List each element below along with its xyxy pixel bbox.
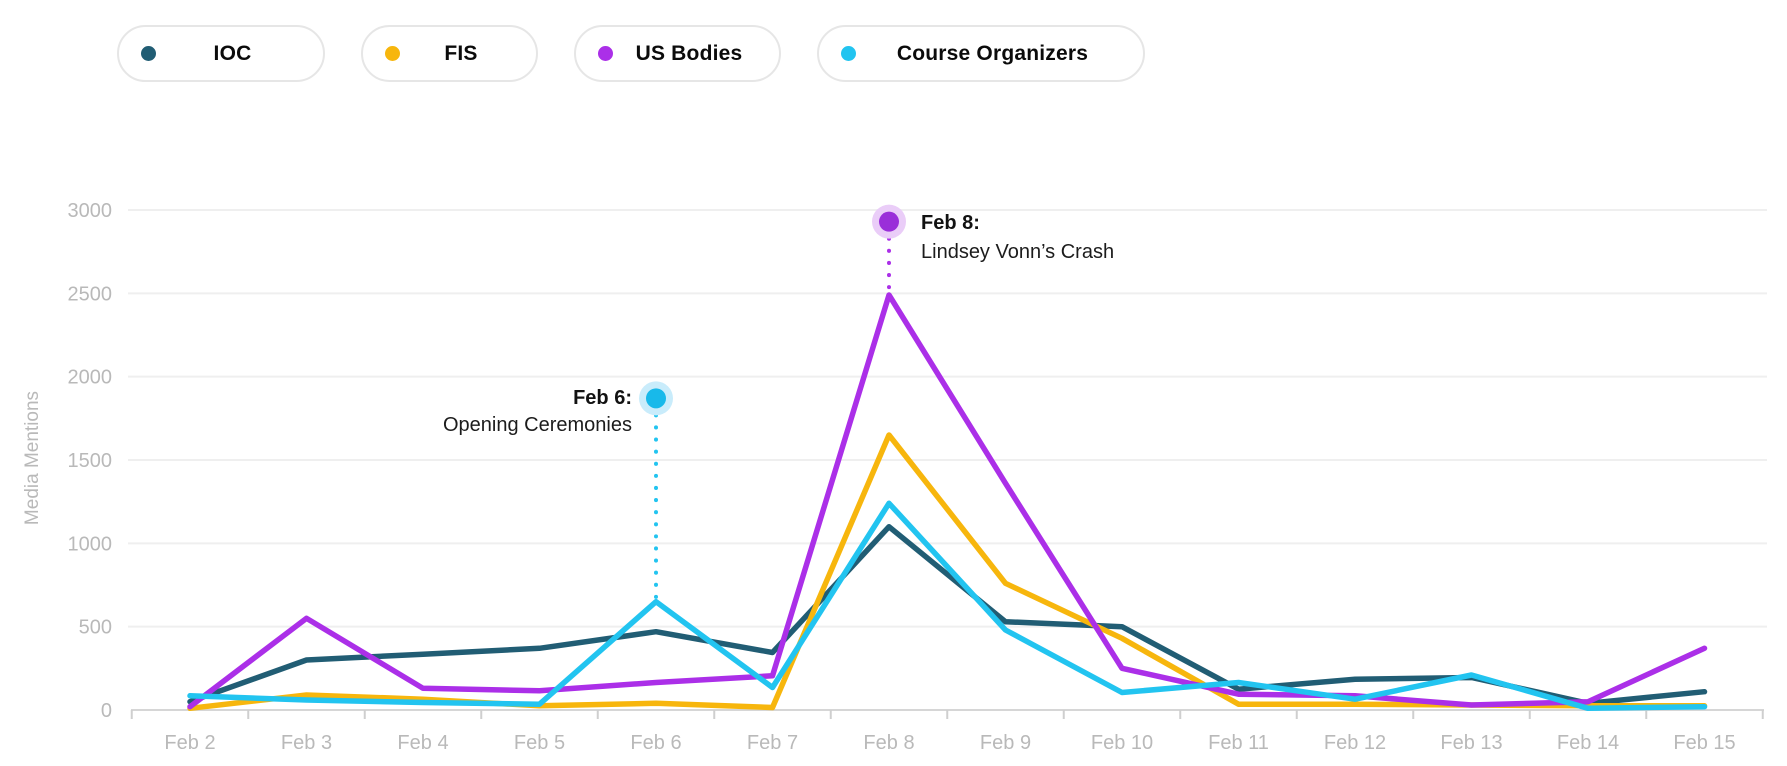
- x-tick-label: Feb 5: [514, 732, 565, 754]
- legend-dot-ioc-icon: [141, 46, 156, 61]
- annotation-text-label: Opening Ceremonies: [443, 414, 632, 436]
- y-tick-label: 500: [79, 617, 112, 639]
- annotation-dot: [646, 388, 666, 409]
- x-tick-label: Feb 8: [863, 732, 914, 754]
- legend-label-course-organizers: Course Organizers: [896, 41, 1089, 65]
- series-line-course-organizers: [187, 500, 1708, 712]
- series-line-us-bodies: [187, 292, 1708, 710]
- x-axis-tick-labels: Feb 2 Feb 3 Feb 4 Feb 5 Feb 6 Feb 7 Feb 8 Feb 9…: [164, 732, 1735, 754]
- legend-label-fis: FIS: [444, 41, 478, 65]
- x-tick-label: Feb 15: [1673, 732, 1735, 754]
- x-tick-label: Feb 14: [1557, 732, 1619, 754]
- series-lines: [187, 292, 1708, 712]
- annotation-dot: [879, 211, 899, 232]
- x-tick-label: Feb 6: [630, 732, 681, 754]
- y-tick-label: 0: [101, 700, 112, 722]
- y-tick-label: 1500: [68, 450, 113, 472]
- y-tick-label: 2500: [68, 283, 113, 305]
- annotation-date-label: Feb 8:: [921, 212, 980, 234]
- y-tick-label: 1000: [68, 533, 113, 555]
- legend-pill-course-organizers[interactable]: Course Organizers: [817, 25, 1145, 82]
- x-tick-label: Feb 11: [1208, 732, 1269, 754]
- gridlines: [128, 209, 1767, 628]
- legend-dot-fis-icon: [385, 46, 400, 61]
- x-tick-label: Feb 3: [281, 732, 332, 754]
- y-tick-label: 2000: [68, 367, 113, 389]
- legend-dot-us-bodies-icon: [598, 46, 613, 61]
- annotation-feb-6: Feb 6: Opening Ceremonies: [443, 381, 673, 602]
- y-axis-tick-labels: 0 500 1000 1500 2000 2500 3000: [68, 200, 113, 722]
- x-tick-label: Feb 4: [397, 732, 448, 754]
- legend-label-ioc: IOC: [213, 41, 252, 65]
- x-tick-label: Feb 9: [980, 732, 1031, 754]
- legend-pill-ioc[interactable]: IOC: [117, 25, 325, 82]
- legend-label-us-bodies: US Bodies: [635, 41, 743, 65]
- legend-dot-course-organizers-icon: [841, 46, 856, 61]
- x-tick-label: Feb 2: [164, 732, 215, 754]
- annotation-date-label: Feb 6:: [573, 387, 632, 409]
- x-axis: [130, 709, 1764, 719]
- legend-pill-fis[interactable]: FIS: [361, 25, 538, 82]
- y-tick-label: 3000: [68, 200, 113, 222]
- legend: IOC FIS US Bodies Course Organizers: [117, 25, 1145, 82]
- legend-pill-us-bodies[interactable]: US Bodies: [574, 25, 781, 82]
- x-tick-label: Feb 7: [747, 732, 798, 754]
- x-tick-label: Feb 10: [1091, 732, 1153, 754]
- y-axis-title: Media Mentions: [22, 391, 43, 525]
- x-tick-label: Feb 12: [1324, 732, 1386, 754]
- annotation-text-label: Lindsey Vonn’s Crash: [921, 241, 1114, 263]
- annotation-feb-8: Feb 8: Lindsey Vonn’s Crash: [872, 204, 1114, 295]
- x-tick-label: Feb 13: [1440, 732, 1502, 754]
